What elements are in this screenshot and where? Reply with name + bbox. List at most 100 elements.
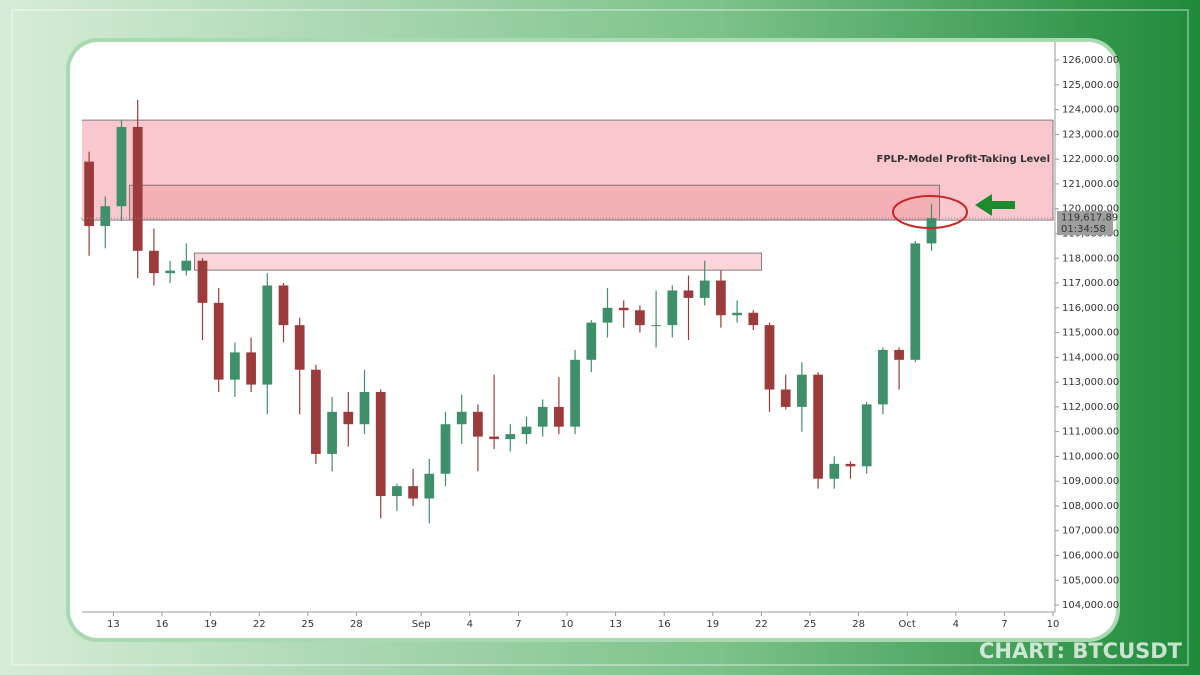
- candle-body: [294, 325, 305, 370]
- y-tick-label: 107,000.00: [1062, 526, 1119, 537]
- candle-body: [845, 463, 856, 467]
- x-tick-label: 13: [609, 619, 622, 630]
- y-tick-label: 111,000.00: [1062, 427, 1119, 438]
- y-tick-label: 123,000.00: [1062, 129, 1119, 140]
- y-tick-label: 118,000.00: [1062, 253, 1119, 264]
- candle-body: [278, 285, 289, 326]
- candle-body: [716, 280, 726, 316]
- candle-body: [780, 389, 791, 407]
- candle-body: [667, 290, 678, 326]
- x-tick-label: 25: [301, 619, 314, 630]
- candle-body: [132, 126, 143, 251]
- candle-body: [651, 325, 661, 327]
- countdown-label: 01:34:58: [1061, 224, 1106, 235]
- candle-body: [392, 486, 402, 497]
- x-tick-label: 4: [467, 619, 473, 630]
- caption: CHART: BTCUSDT: [979, 639, 1183, 663]
- x-tick-label: 7: [1001, 619, 1007, 630]
- candle-body: [149, 250, 159, 274]
- y-tick-label: 113,000.00: [1062, 377, 1119, 388]
- candle-body: [813, 374, 823, 479]
- candle-body: [343, 411, 354, 425]
- plot-area: FPLP-Model Profit-Taking Level: [82, 99, 1054, 524]
- y-tick-label: 117,000.00: [1062, 278, 1119, 289]
- y-tick-label: 112,000.00: [1062, 402, 1119, 413]
- x-tick-label: 22: [755, 619, 768, 630]
- candle-body: [910, 243, 921, 360]
- x-tick-label: 10: [1047, 619, 1060, 630]
- candle-body: [408, 486, 418, 499]
- zone: [129, 184, 941, 221]
- x-tick-label: 19: [706, 619, 719, 630]
- candle-body: [100, 206, 111, 227]
- candle-body: [635, 310, 645, 326]
- candle-body: [440, 424, 451, 474]
- y-tick-label: 108,000.00: [1062, 501, 1119, 512]
- candle-body: [84, 161, 94, 227]
- candle-body: [732, 312, 742, 316]
- candle-body: [116, 126, 127, 207]
- candle-body: [521, 426, 532, 435]
- x-tick-label: 22: [253, 619, 266, 630]
- candle-body: [230, 352, 240, 380]
- x-tick-label: 16: [658, 619, 671, 630]
- candle-body: [699, 280, 710, 298]
- y-tick-label: 104,000.00: [1062, 600, 1119, 611]
- y-tick-label: 114,000.00: [1062, 352, 1119, 363]
- candle-body: [246, 352, 256, 385]
- candle-body: [165, 270, 175, 274]
- x-tick-label: 4: [953, 619, 959, 630]
- y-tick-label: 116,000.00: [1062, 303, 1119, 314]
- candle-body: [683, 290, 694, 298]
- y-tick-label: 122,000.00: [1062, 154, 1119, 165]
- frame: [11, 9, 1189, 666]
- pointer-arrow: [975, 194, 1015, 216]
- candle-body: [359, 392, 370, 425]
- y-tick-label: 120,000.00: [1062, 204, 1119, 215]
- y-tick-label: 126,000.00: [1062, 55, 1119, 66]
- candle-body: [602, 307, 613, 323]
- candle-body: [829, 463, 840, 479]
- zone: [193, 252, 762, 271]
- candle-body: [197, 260, 208, 303]
- candle-body: [618, 307, 629, 311]
- candle-body: [375, 392, 386, 497]
- candle-body: [586, 322, 597, 360]
- x-tick-label: Sep: [412, 619, 431, 630]
- y-tick-label: 121,000.00: [1062, 179, 1119, 190]
- y-tick-label: 106,000.00: [1062, 551, 1119, 562]
- zone: [82, 119, 1054, 221]
- x-tick-label: 25: [804, 619, 817, 630]
- x-tick-label: 28: [350, 619, 363, 630]
- x-tick-label: 16: [156, 619, 169, 630]
- candle-body: [537, 406, 548, 427]
- axes: 104,000.00 105,000.00 106,000.00 107,000.00…: [81, 55, 1119, 630]
- candle-body: [570, 359, 580, 427]
- candle-body: [861, 404, 872, 467]
- candle-body: [424, 473, 435, 499]
- y-tick-label: 115,000.00: [1062, 328, 1119, 339]
- y-tick-label: 105,000.00: [1062, 575, 1119, 586]
- candle-body: [748, 312, 759, 326]
- candle-body: [327, 411, 337, 454]
- zone-label: FPLP-Model Profit-Taking Level: [876, 154, 1050, 165]
- candle-body: [878, 349, 888, 405]
- y-tick-label: 124,000.00: [1062, 105, 1119, 116]
- last-price-label: 119,617.89: [1061, 213, 1118, 224]
- candle-body: [473, 411, 483, 437]
- y-tick-label: 110,000.00: [1062, 451, 1119, 462]
- x-tick-label: 13: [107, 619, 120, 630]
- candle-body: [554, 406, 564, 427]
- x-tick-label: 10: [561, 619, 574, 630]
- candle-body: [311, 369, 321, 454]
- x-tick-label: Oct: [899, 619, 916, 630]
- x-tick-label: 19: [204, 619, 217, 630]
- candle-body: [894, 349, 904, 360]
- y-tick-label: 125,000.00: [1062, 80, 1119, 91]
- y-tick-label: 109,000.00: [1062, 476, 1119, 487]
- candle-body: [505, 434, 516, 440]
- candle-body: [213, 302, 224, 380]
- x-tick-label: 7: [515, 619, 521, 630]
